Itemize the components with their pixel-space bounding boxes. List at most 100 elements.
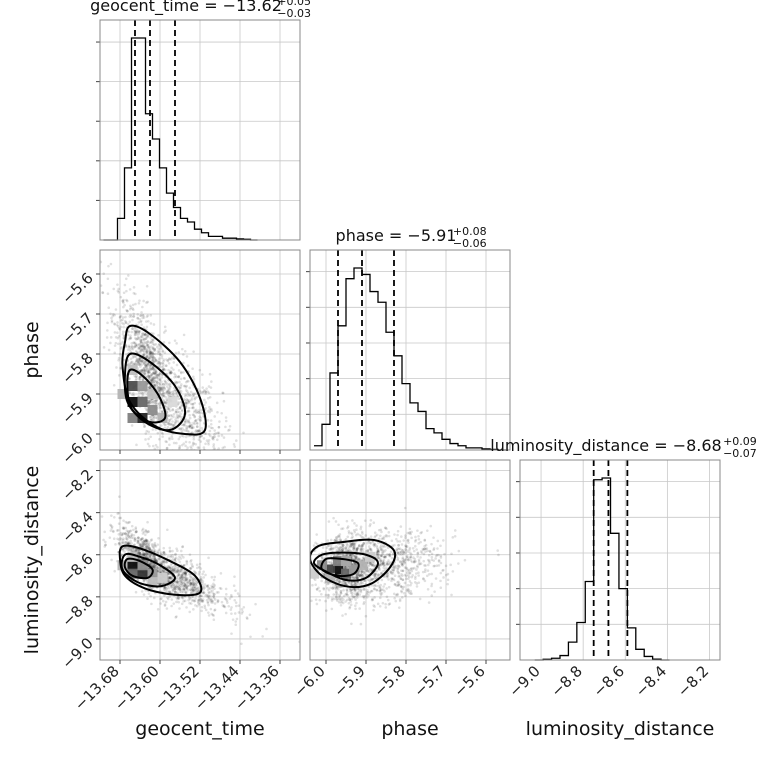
scatter-point	[136, 360, 140, 364]
scatter-point	[162, 367, 165, 371]
scatter-point	[315, 587, 319, 591]
scatter-point	[451, 536, 455, 539]
scatter-point	[379, 588, 383, 591]
scatter-point	[178, 407, 182, 410]
scatter-point	[153, 369, 156, 372]
scatter-point	[192, 466, 195, 469]
scatter-point	[126, 530, 130, 534]
scatter-point	[232, 443, 236, 446]
scatter-point	[182, 435, 185, 438]
scatter-point	[192, 608, 195, 611]
scatter-point	[135, 338, 138, 341]
scatter-point	[175, 580, 179, 583]
scatter-point	[208, 587, 212, 590]
scatter-point	[403, 566, 407, 569]
scatter-point	[155, 375, 159, 379]
scatter-point	[315, 602, 319, 606]
scatter-point	[161, 560, 165, 564]
scatter-point	[129, 334, 132, 337]
scatter-point	[213, 609, 216, 612]
scatter-point	[157, 402, 161, 406]
scatter-point	[173, 587, 176, 590]
scatter-point	[331, 546, 334, 550]
scatter-point	[209, 407, 213, 411]
scatter-point	[130, 549, 134, 553]
scatter-point	[176, 586, 180, 589]
scatter-point	[345, 593, 349, 596]
scatter-point	[362, 595, 366, 598]
scatter-point	[157, 361, 161, 364]
scatter-point	[176, 588, 180, 591]
scatter-point	[331, 587, 335, 591]
scatter-point	[335, 577, 339, 581]
scatter-point	[142, 553, 146, 557]
scatter-point	[325, 546, 329, 550]
scatter-point	[176, 416, 180, 420]
scatter-point	[389, 570, 392, 573]
scatter-point	[162, 570, 165, 573]
scatter-point	[381, 536, 385, 540]
scatter-point	[345, 553, 349, 556]
scatter-point	[153, 541, 157, 545]
scatter-point	[336, 593, 339, 596]
scatter-point	[167, 387, 170, 390]
scatter-point	[149, 352, 152, 356]
scatter-point	[149, 378, 153, 382]
scatter-point	[397, 543, 400, 547]
scatter-point	[167, 579, 170, 583]
scatter-point	[354, 607, 357, 611]
scatter-point	[171, 549, 174, 553]
scatter-point	[166, 461, 169, 464]
scatter-point	[335, 578, 339, 582]
scatter-point	[153, 398, 156, 401]
scatter-point	[379, 593, 383, 597]
scatter-point	[208, 408, 212, 411]
scatter-point	[404, 577, 408, 581]
scatter-point	[358, 593, 361, 596]
scatter-point	[434, 577, 438, 580]
scatter-point	[329, 544, 333, 548]
scatter-point	[147, 319, 150, 323]
scatter-point	[178, 406, 182, 409]
scatter-point	[238, 594, 241, 598]
scatter-point	[197, 598, 200, 602]
scatter-point	[158, 372, 161, 376]
scatter-point	[204, 432, 208, 435]
scatter-point	[167, 572, 170, 576]
scatter-point	[322, 572, 326, 576]
scatter-point	[418, 597, 422, 601]
scatter-point	[141, 542, 145, 546]
scatter-point	[184, 380, 188, 384]
scatter-point	[371, 577, 375, 581]
scatter-point	[181, 451, 184, 454]
scatter-point	[365, 592, 369, 596]
scatter-point	[382, 563, 385, 567]
scatter-point	[141, 537, 145, 540]
scatter-point	[415, 548, 418, 551]
scatter-point	[168, 418, 172, 422]
scatter-point	[190, 591, 193, 595]
scatter-point	[140, 344, 144, 348]
scatter-point	[209, 597, 213, 601]
scatter-point	[176, 571, 180, 574]
scatter-point	[129, 337, 132, 340]
scatter-point	[386, 574, 389, 577]
scatter-point	[137, 332, 141, 336]
scatter-point	[142, 593, 146, 596]
scatter-point	[387, 578, 390, 581]
scatter-point	[408, 548, 411, 552]
scatter-point	[142, 530, 146, 534]
scatter-point	[343, 581, 347, 585]
scatter-point	[377, 528, 381, 532]
scatter-point	[202, 570, 205, 573]
scatter-point	[185, 397, 189, 401]
scatter-point	[399, 577, 403, 581]
scatter-point	[151, 378, 155, 382]
scatter-point	[167, 391, 171, 395]
scatter-point	[147, 437, 150, 441]
scatter-point	[343, 565, 346, 569]
scatter-point	[185, 585, 188, 589]
scatter-point	[182, 422, 186, 426]
scatter-point	[166, 390, 169, 394]
scatter-point	[197, 429, 200, 432]
